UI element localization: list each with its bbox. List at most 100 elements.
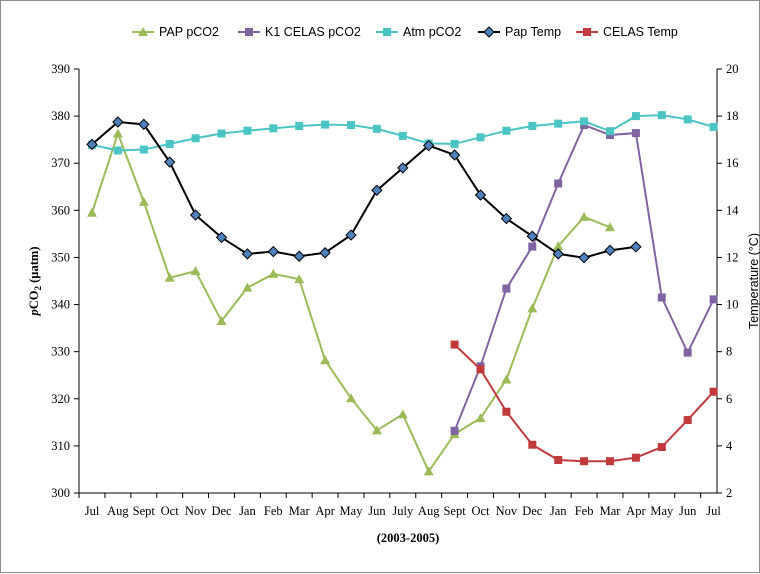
- data-point-pap-temp: [215, 231, 228, 244]
- data-point-pap-pco2: [190, 266, 201, 276]
- legend-marker-pap-pco2: [138, 27, 148, 36]
- data-point-pap-pco2: [138, 196, 149, 206]
- data-point-atm-pco2: [243, 126, 252, 135]
- left-tick-label: 310: [51, 439, 70, 453]
- right-tick-label: 18: [726, 109, 739, 123]
- left-tick-label: 320: [51, 392, 70, 406]
- x-tick-label: May: [340, 504, 364, 518]
- x-tick-label: Jul: [706, 504, 721, 518]
- x-tick-label: Sept: [443, 504, 466, 518]
- data-point-k1-celas-pco2: [502, 284, 511, 293]
- data-point-celas-temp: [709, 387, 718, 396]
- data-point-pap-temp: [345, 229, 357, 241]
- x-tick-label: Mar: [600, 504, 622, 518]
- data-point-pap-pco2: [527, 303, 538, 313]
- data-point-atm-pco2: [398, 131, 407, 140]
- series-line-k1-celas-pco2: [453, 123, 715, 432]
- series-line-pap-temp: [91, 120, 637, 259]
- data-point-pap-pco2: [320, 355, 331, 365]
- data-point-atm-pco2: [683, 115, 692, 124]
- data-point-celas-temp: [450, 340, 459, 349]
- data-point-atm-pco2: [709, 122, 718, 131]
- data-point-atm-pco2: [321, 120, 330, 129]
- x-tick-label: Jun: [679, 504, 697, 518]
- data-point-celas-temp: [476, 365, 485, 374]
- data-point-pap-temp: [163, 156, 176, 168]
- data-point-pap-pco2: [501, 374, 512, 384]
- left-tick-label: 300: [51, 486, 70, 500]
- x-tick-label: Mar: [289, 504, 311, 518]
- data-point-atm-pco2: [657, 111, 666, 120]
- data-point-pap-pco2: [423, 466, 434, 476]
- x-tick-label: Nov: [185, 504, 207, 518]
- x-tick-label: Aug: [418, 504, 440, 518]
- data-point-pap-pco2: [605, 222, 615, 232]
- data-point-pap-temp: [397, 162, 409, 174]
- data-point-atm-pco2: [347, 121, 355, 130]
- left-tick-label: 340: [51, 298, 70, 312]
- data-point-atm-pco2: [165, 139, 174, 148]
- legend-marker-atm-pco2: [383, 28, 391, 36]
- data-point-pap-temp: [267, 245, 280, 258]
- data-point-pap-pco2: [164, 272, 175, 282]
- data-point-pap-pco2: [371, 425, 382, 435]
- data-point-pap-pco2: [346, 393, 356, 403]
- x-tick-label: Sept: [133, 504, 156, 518]
- right-tick-label: 10: [726, 298, 739, 312]
- data-point-atm-pco2: [139, 145, 148, 154]
- data-point-celas-temp: [502, 407, 511, 416]
- x-tick-label: Feb: [575, 504, 594, 518]
- data-point-pap-temp: [552, 248, 564, 260]
- data-point-pap-temp: [112, 116, 124, 128]
- left-tick-label: 390: [51, 62, 70, 76]
- data-point-k1-celas-pco2: [450, 426, 459, 435]
- data-point-pap-pco2: [553, 241, 564, 251]
- x-tick-label: Oct: [471, 504, 490, 518]
- series-line-celas-temp: [453, 343, 715, 463]
- data-point-celas-temp: [683, 415, 692, 424]
- data-point-k1-celas-pco2: [683, 348, 692, 357]
- data-point-celas-temp: [657, 443, 666, 452]
- right-tick-label: 12: [726, 250, 739, 264]
- data-point-pap-pco2: [242, 282, 253, 292]
- data-point-k1-celas-pco2: [657, 293, 666, 302]
- right-tick-label: 16: [726, 156, 739, 170]
- data-point-atm-pco2: [606, 127, 614, 136]
- series-line-pap-pco2: [91, 130, 611, 474]
- data-point-atm-pco2: [580, 117, 589, 126]
- data-point-pap-temp: [86, 138, 98, 151]
- legend-label-atm-pco2: Atm pCO2: [403, 25, 461, 39]
- legend-label-k1-celas-pco2: K1 CELAS pCO2: [265, 25, 361, 39]
- right-tick-label: 20: [726, 62, 739, 76]
- left-axis-title: pCO2 (µatm): [27, 247, 43, 317]
- data-point-pap-temp: [189, 209, 202, 221]
- right-tick-label: 14: [726, 203, 739, 217]
- left-tick-label: 360: [51, 203, 70, 217]
- data-point-atm-pco2: [217, 129, 226, 138]
- data-point-celas-temp: [580, 457, 589, 466]
- right-tick-label: 2: [726, 486, 732, 500]
- data-point-atm-pco2: [554, 119, 563, 128]
- left-tick-label: 380: [51, 109, 70, 123]
- data-point-pap-temp: [241, 248, 254, 260]
- data-point-atm-pco2: [502, 126, 511, 135]
- data-point-k1-celas-pco2: [528, 242, 537, 251]
- data-point-pap-pco2: [397, 409, 408, 419]
- data-point-celas-temp: [631, 453, 640, 462]
- data-point-atm-pco2: [191, 134, 200, 143]
- data-point-pap-temp: [448, 149, 461, 161]
- data-point-pap-pco2: [268, 268, 279, 278]
- left-tick-label: 350: [51, 250, 70, 264]
- data-point-pap-temp: [604, 244, 616, 257]
- x-tick-label: Jan: [239, 504, 256, 518]
- data-point-pap-temp: [319, 247, 331, 259]
- legend-marker-k1-celas-pco2: [245, 28, 253, 36]
- data-point-pap-pco2: [294, 274, 305, 284]
- data-point-pap-pco2: [216, 316, 227, 326]
- data-point-atm-pco2: [372, 124, 381, 133]
- legend-label-pap-temp: Pap Temp: [505, 25, 561, 39]
- right-tick-label: 8: [726, 345, 732, 359]
- x-tick-label: Jul: [85, 504, 100, 518]
- data-point-pap-pco2: [112, 128, 123, 138]
